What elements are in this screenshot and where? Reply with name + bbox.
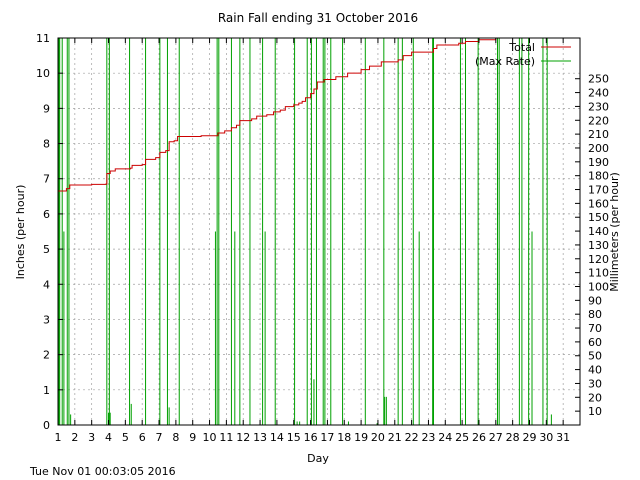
legend-label-max-rate: (Max Rate): [475, 55, 535, 68]
x-tick-label: 9: [189, 431, 196, 444]
y2-tick-label: 90: [588, 294, 602, 307]
y2-tick-label: 210: [588, 128, 609, 141]
legend-label-total: Total: [508, 41, 535, 54]
chart-title: Rain Fall ending 31 October 2016: [218, 11, 418, 25]
y-tick-label: 8: [43, 138, 50, 151]
y2-tick-label: 30: [588, 377, 602, 390]
y-tick-label: 0: [43, 419, 50, 432]
y2-tick-label: 230: [588, 100, 609, 113]
y2-tick-label: 130: [588, 239, 609, 252]
grid-layer: [58, 38, 580, 425]
x-tick-label: 6: [139, 431, 146, 444]
y2-tick-label: 180: [588, 170, 609, 183]
x-tick-label: 12: [236, 431, 250, 444]
y2-tick-label: 60: [588, 336, 602, 349]
x-tick-label: 11: [219, 431, 233, 444]
y2-tick-label: 170: [588, 184, 609, 197]
y-tick-label: 11: [36, 32, 50, 45]
y2-tick-label: 100: [588, 280, 609, 293]
x-tick-label: 14: [270, 431, 284, 444]
x-tick-label: 20: [371, 431, 385, 444]
y2-tick-label: 160: [588, 197, 609, 210]
y2-tick-label: 150: [588, 211, 609, 224]
y2-tick-label: 110: [588, 267, 609, 280]
legend: Total (Max Rate): [475, 41, 571, 68]
x-tick-label: 31: [556, 431, 570, 444]
y-tick-label: 6: [43, 208, 50, 221]
y-tick-label: 5: [43, 243, 50, 256]
y2-tick-label: 220: [588, 114, 609, 127]
x-tick-label: 3: [88, 431, 95, 444]
y-axis-label: Inches (per hour): [14, 185, 27, 280]
x-tick-label: 25: [455, 431, 469, 444]
total-series-line: [58, 37, 580, 192]
y-tick-label: 9: [43, 102, 50, 115]
x-tick-label: 27: [489, 431, 503, 444]
x-tick-label: 23: [421, 431, 435, 444]
x-axis-label: Day: [307, 452, 329, 465]
series-layer: [58, 37, 580, 425]
x-tick-label: 28: [506, 431, 520, 444]
y-tick-label: 3: [43, 313, 50, 326]
x-tick-label: 1: [55, 431, 62, 444]
x-tick-label: 7: [156, 431, 163, 444]
x-tick-label: 21: [388, 431, 402, 444]
y-tick-label: 4: [43, 278, 50, 291]
y2-tick-label: 10: [588, 405, 602, 418]
x-tick-label: 19: [354, 431, 368, 444]
y2-tick-label: 70: [588, 322, 602, 335]
y2-tick-label: 240: [588, 87, 609, 100]
x-tick-label: 2: [71, 431, 78, 444]
y2-tick-label: 140: [588, 225, 609, 238]
y2-tick-label: 40: [588, 364, 602, 377]
x-tick-label: 24: [438, 431, 452, 444]
y2-tick-label: 200: [588, 142, 609, 155]
x-tick-label: 10: [203, 431, 217, 444]
plot-frame: [57, 37, 581, 426]
y2-tick-label: 80: [588, 308, 602, 321]
x-tick-label: 18: [337, 431, 351, 444]
y-tick-label: 2: [43, 349, 50, 362]
x-tick-label: 29: [522, 431, 536, 444]
x-tick-label: 16: [304, 431, 318, 444]
x-tick-label: 26: [472, 431, 486, 444]
x-tick-label: 5: [122, 431, 129, 444]
y2-tick-label: 190: [588, 156, 609, 169]
y2-axis-label: Millimeters (per hour): [608, 172, 621, 292]
y2-tick-label: 120: [588, 253, 609, 266]
y2-tick-label: 250: [588, 73, 609, 86]
y2-tick-label: 50: [588, 350, 602, 363]
footer-timestamp: Tue Nov 01 00:03:05 2016: [29, 465, 176, 478]
x-tick-label: 13: [253, 431, 267, 444]
y-tick-label: 10: [36, 67, 50, 80]
y2-tick-label: 20: [588, 391, 602, 404]
x-tick-label: 4: [105, 431, 112, 444]
x-tick-label: 30: [539, 431, 553, 444]
x-tick-label: 17: [320, 431, 334, 444]
y-tick-label: 1: [43, 384, 50, 397]
x-tick-label: 22: [405, 431, 419, 444]
y-tick-label: 7: [43, 173, 50, 186]
x-tick-label: 8: [172, 431, 179, 444]
x-tick-label: 15: [287, 431, 301, 444]
tick-layer: 1 2 3 4 5 6 7 8 9 10 11 12 13 14 15 16 17 18 19 20 21 22 23 24 2…: [36, 32, 609, 444]
